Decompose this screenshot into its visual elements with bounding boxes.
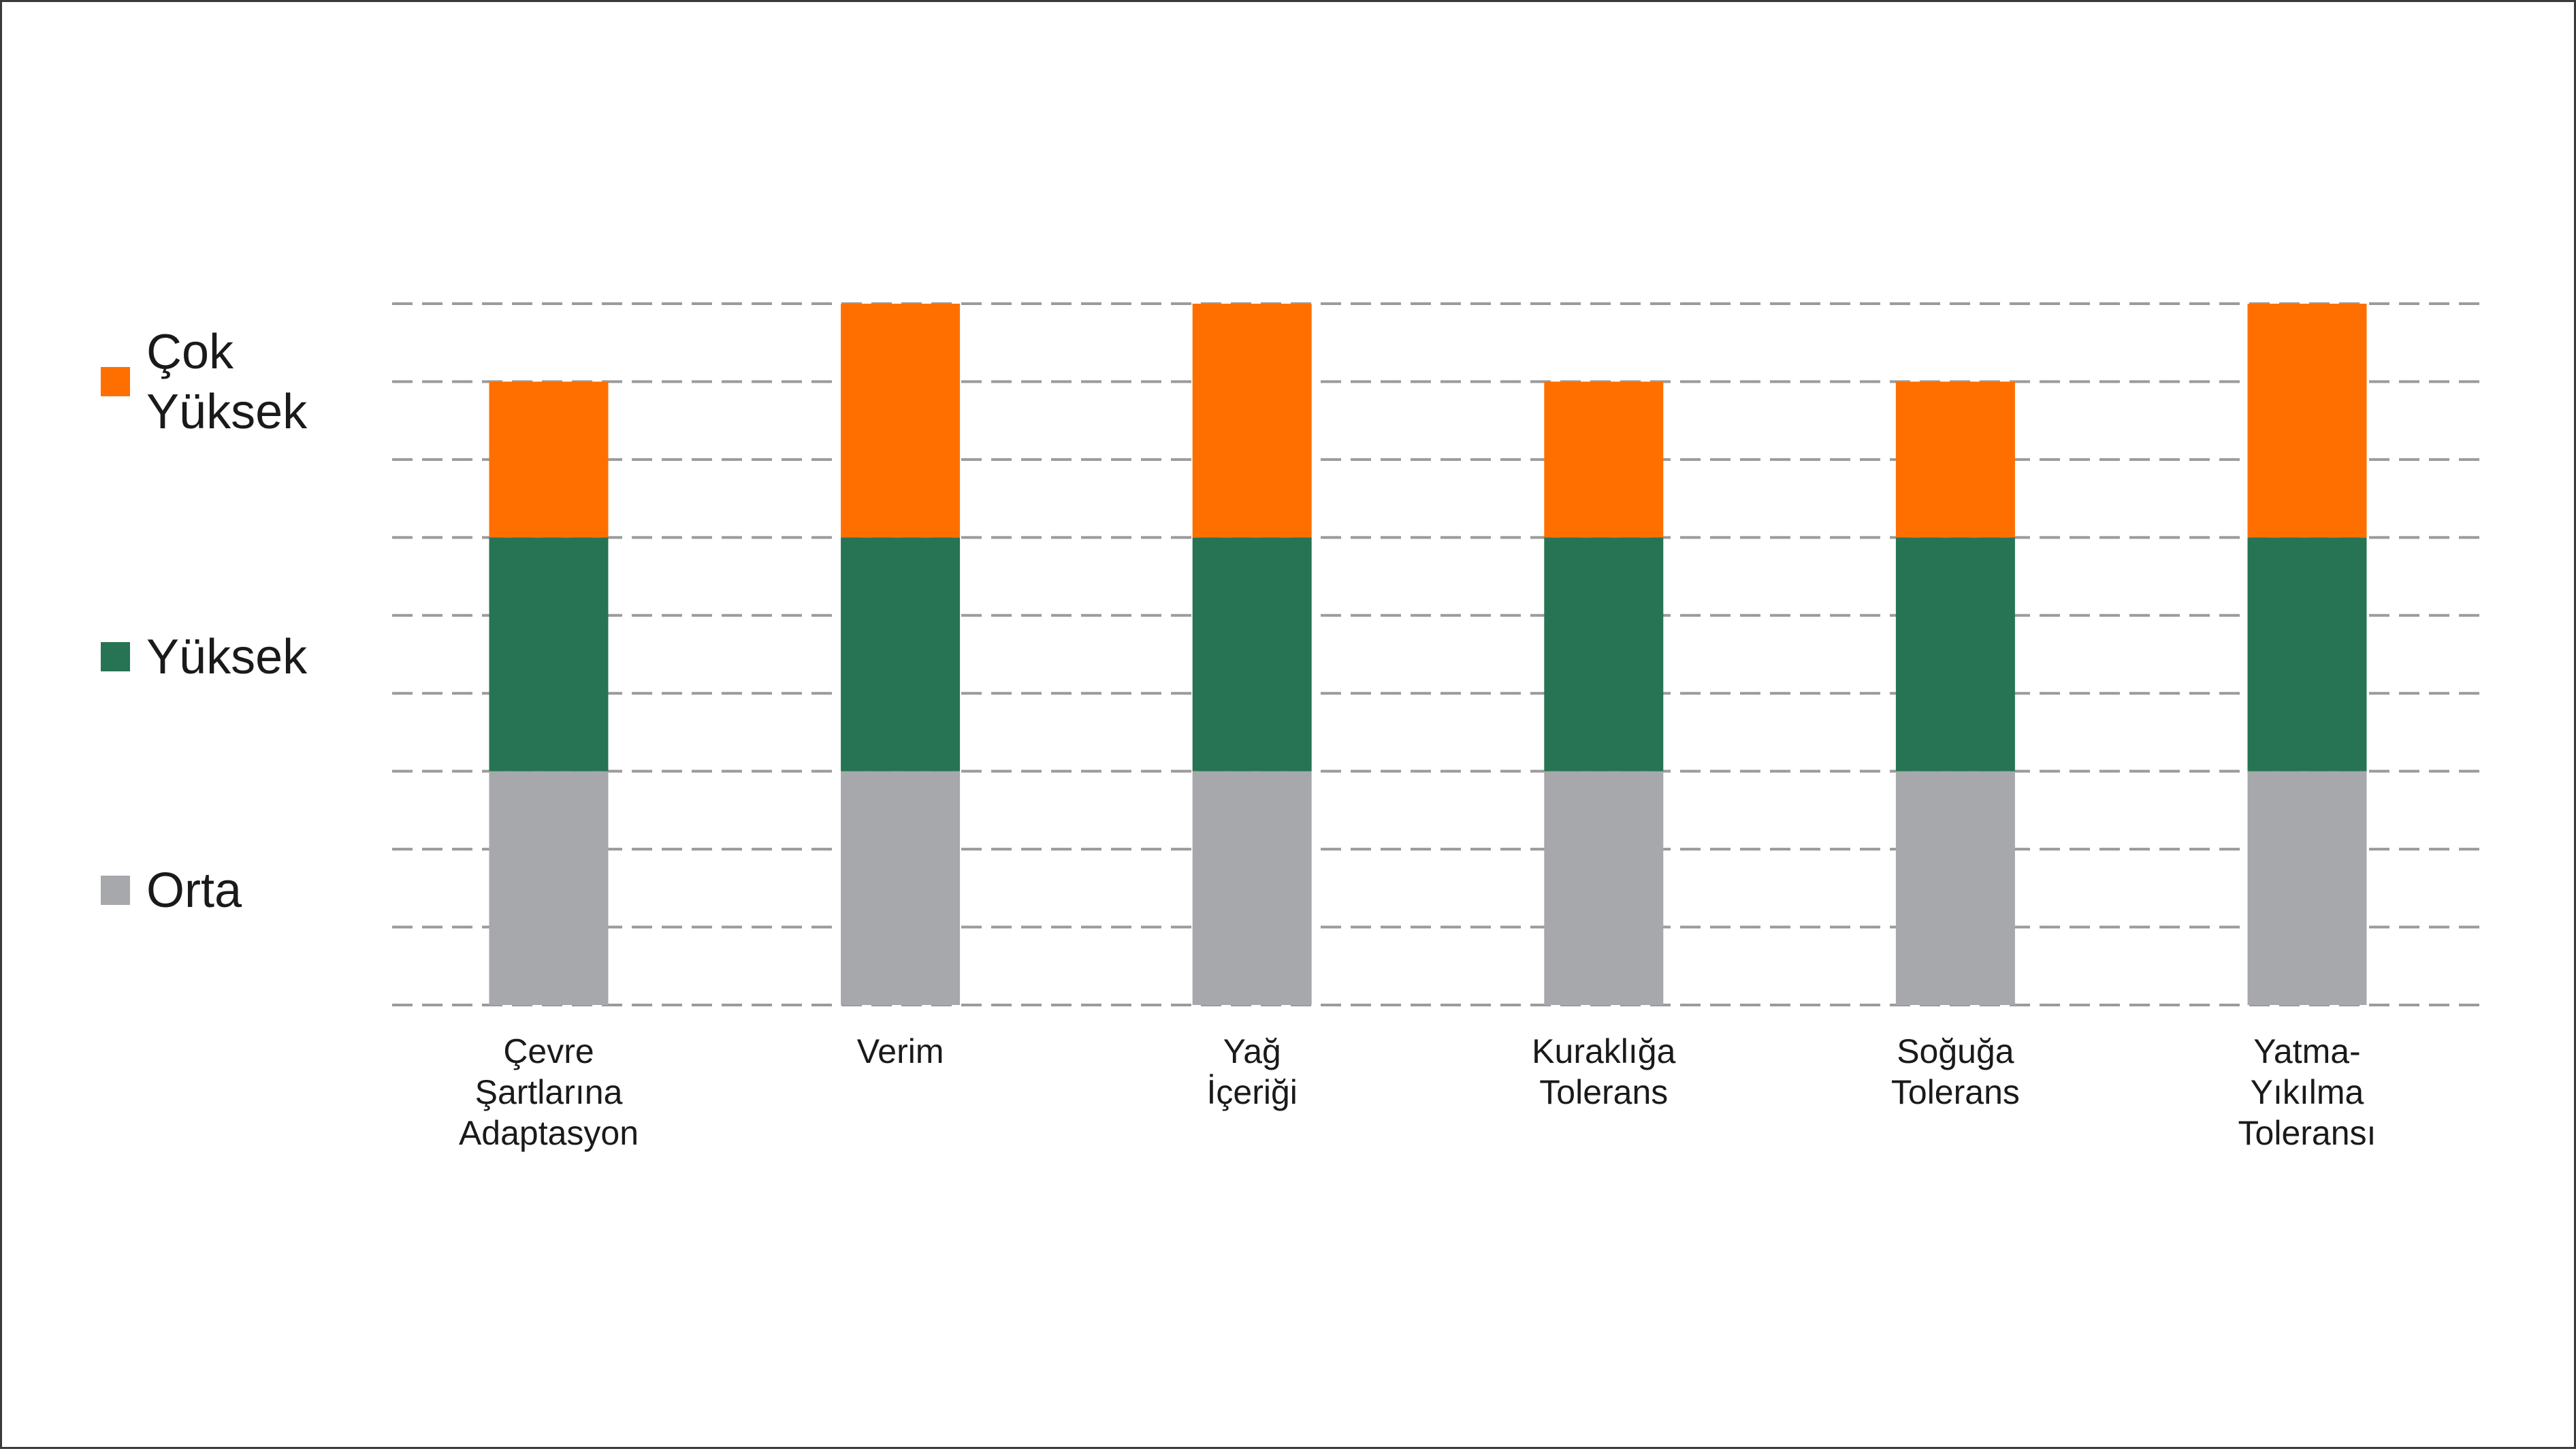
bar-segment-çok-yüksek [489, 381, 609, 538]
x-tick-label: Yatma-Yıkılma Toleransı [2238, 1032, 2377, 1152]
legend: Çok Yüksek Yüksek Orta [101, 325, 308, 918]
bar-segment-orta [841, 771, 961, 1005]
bar-segment-çok-yüksek [1895, 381, 2015, 538]
legend-item: Yüksek [101, 630, 308, 684]
legend-label: Orta [146, 863, 242, 918]
legend-swatch [101, 642, 130, 671]
bar-segment-çok-yüksek [1192, 304, 1312, 538]
bar-stack [841, 304, 961, 1005]
legend-swatch [101, 367, 130, 396]
bar-segment-çok-yüksek [841, 304, 961, 538]
legend-item: Çok Yüksek [101, 325, 308, 439]
bar-segment-orta [489, 771, 609, 1005]
bar-stack [489, 381, 609, 1005]
bar-stack [1192, 304, 1312, 1005]
bar-segment-yüksek [841, 537, 961, 771]
gridlines [392, 302, 2480, 1006]
x-tick-label: Kuraklığa Tolerans [1532, 1032, 1675, 1111]
bar-segment-orta [1192, 771, 1312, 1005]
legend-swatch [101, 876, 130, 905]
legend-label: Çok Yüksek [146, 325, 308, 439]
bar-segment-orta [1544, 771, 1664, 1005]
legend-item: Orta [101, 863, 242, 918]
x-tick-label: Verim [857, 1032, 944, 1070]
bar-segment-orta [1895, 771, 2015, 1005]
x-tick-label: Yağ İçeriği [1207, 1032, 1298, 1111]
bar-segment-yüksek [489, 537, 609, 771]
category-labels: Çevre Şartlarına Adaptasyon Verim Yağ İçeriği… [459, 1032, 2376, 1152]
bars [489, 304, 2367, 1005]
bar-segment-yüksek [1544, 537, 1664, 771]
bar-segment-çok-yüksek [1544, 381, 1664, 538]
legend-label: Yüksek [146, 630, 308, 684]
bar-segment-yüksek [2247, 537, 2367, 771]
x-tick-label: Soğuğa Tolerans [1891, 1032, 2020, 1111]
bar-segment-çok-yüksek [2247, 304, 2367, 538]
bar-stack [2247, 304, 2367, 1005]
bar-segment-yüksek [1895, 537, 2015, 771]
bar-stack [1895, 381, 2015, 1005]
bar-segment-orta [2247, 771, 2367, 1005]
bar-stack [1544, 381, 1664, 1005]
bar-segment-yüksek [1192, 537, 1312, 771]
x-tick-label: Çevre Şartlarına Adaptasyon [459, 1032, 639, 1152]
